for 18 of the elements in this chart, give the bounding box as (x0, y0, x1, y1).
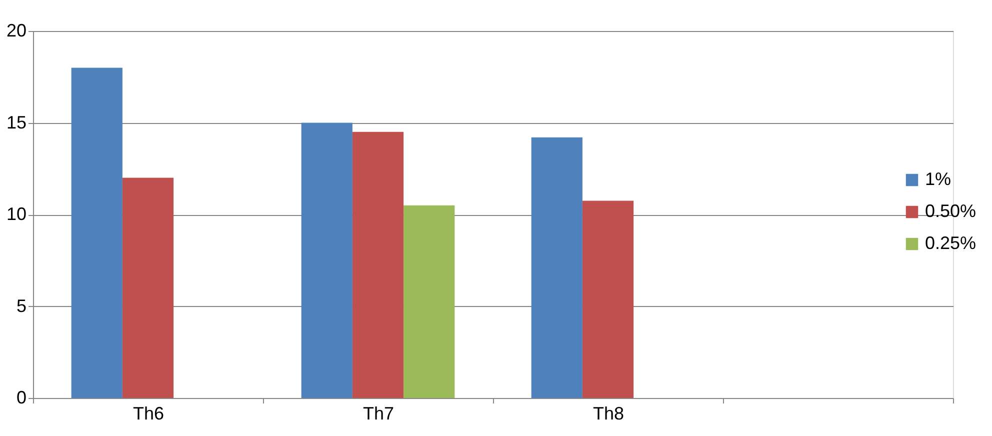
bar (71, 68, 122, 398)
bar (582, 200, 634, 398)
x-tick-label: Th6 (132, 404, 164, 424)
legend-label: 1% (925, 169, 952, 189)
legend-label: 0.25% (925, 233, 976, 253)
y-tick-label: 5 (16, 296, 26, 316)
x-tick-label: Th7 (362, 404, 394, 424)
bar (352, 132, 404, 398)
legend-label: 0.50% (925, 201, 976, 221)
y-tick-label: 10 (6, 204, 26, 224)
bar (531, 137, 582, 398)
y-tick-label: 15 (6, 112, 26, 132)
y-tick-label: 20 (6, 20, 26, 40)
x-tick-label: Th8 (592, 404, 624, 424)
y-tick-label: 0 (16, 388, 26, 408)
bar (301, 122, 352, 398)
bar (404, 205, 455, 398)
bar (122, 178, 174, 398)
